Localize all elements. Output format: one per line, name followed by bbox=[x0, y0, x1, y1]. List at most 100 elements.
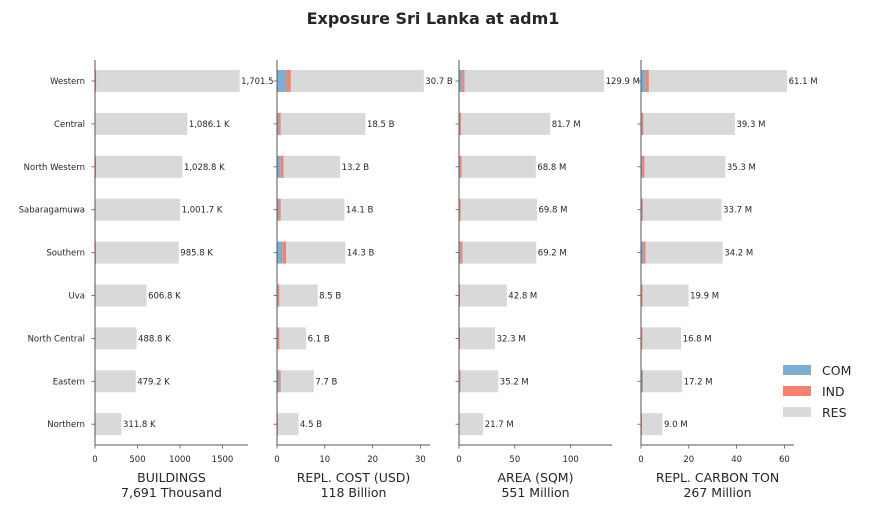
bar-res-north-western bbox=[644, 155, 726, 178]
x-tick-label: 0 bbox=[92, 455, 97, 465]
bar-res-southern bbox=[286, 241, 346, 264]
bar-res-central bbox=[95, 112, 188, 135]
bar-com-eastern bbox=[277, 370, 280, 393]
bar-res-sabaragamuwa bbox=[460, 198, 537, 221]
bar-ind-eastern bbox=[642, 370, 644, 393]
x-tick-label: 10 bbox=[319, 455, 330, 465]
value-label: 1,001.7 K bbox=[182, 206, 223, 216]
bar-res-north-central bbox=[95, 327, 137, 350]
x-axis-label: AREA (SQM) bbox=[498, 470, 574, 485]
x-tick-label: 30 bbox=[415, 455, 426, 465]
category-label: Northern bbox=[47, 420, 85, 430]
value-label: 488.8 K bbox=[138, 334, 171, 344]
bar-res-north-western bbox=[96, 155, 183, 178]
value-label: 69.2 M bbox=[538, 249, 567, 259]
bar-res-central bbox=[461, 112, 551, 135]
value-label: 129.9 M bbox=[606, 77, 640, 87]
bar-com-eastern bbox=[641, 370, 643, 393]
legend-swatch-res bbox=[783, 407, 811, 417]
bar-res-southern bbox=[462, 241, 537, 264]
bar-res-sabaragamuwa bbox=[280, 198, 345, 221]
value-label: 985.8 K bbox=[180, 249, 213, 259]
x-tick-label: 100 bbox=[563, 455, 579, 465]
category-label: North Western bbox=[24, 163, 85, 173]
bar-res-southern bbox=[95, 241, 179, 264]
bar-ind-western bbox=[462, 70, 465, 92]
panel-2: 30.7 B 18.5 B 13.2 B 14.1 B 14.3 B 8.5 B 6.1 B… bbox=[273, 60, 453, 500]
bar-com-western bbox=[459, 70, 463, 92]
bar-res-north-central bbox=[642, 327, 682, 350]
bar-com-western bbox=[641, 70, 646, 92]
x-tick-label: 0 bbox=[456, 455, 461, 465]
bar-ind-north-western bbox=[642, 155, 645, 178]
x-tick-label: 60 bbox=[779, 455, 790, 465]
value-label: 21.7 M bbox=[485, 420, 514, 430]
value-label: 7.7 B bbox=[315, 377, 337, 387]
x-axis-total: 118 Billion bbox=[321, 485, 387, 500]
bar-ind-north-western bbox=[95, 155, 97, 178]
category-label: Eastern bbox=[53, 377, 85, 387]
x-tick-label: 0 bbox=[638, 455, 643, 465]
bar-res-western bbox=[648, 70, 788, 92]
value-label: 39.3 M bbox=[736, 120, 765, 130]
value-label: 68.8 M bbox=[537, 163, 566, 173]
bar-ind-eastern bbox=[459, 370, 461, 393]
panel-1: 1,701.5 K 1,086.1 K 1,028.8 K 1,001.7 K 985.… bbox=[19, 60, 282, 500]
x-axis-label: REPL. CARBON TON bbox=[656, 470, 779, 485]
panels: 1,701.5 K 1,086.1 K 1,028.8 K 1,001.7 K 985.… bbox=[19, 60, 818, 500]
bar-ind-sabaragamuwa bbox=[641, 198, 643, 221]
x-tick-label: 1500 bbox=[212, 455, 234, 465]
x-axis-total: 551 Million bbox=[501, 485, 569, 500]
bar-ind-western bbox=[95, 70, 97, 92]
legend-label-com: COM bbox=[822, 363, 851, 378]
bar-ind-western bbox=[286, 70, 291, 92]
legend-swatch-ind bbox=[783, 386, 811, 396]
x-axis-total: 7,691 Thousand bbox=[121, 485, 222, 500]
value-label: 14.3 B bbox=[347, 249, 375, 259]
category-label: Central bbox=[54, 120, 85, 130]
value-label: 61.1 M bbox=[789, 77, 818, 87]
value-label: 19.9 M bbox=[690, 292, 719, 302]
value-label: 34.2 M bbox=[724, 249, 753, 259]
bar-res-uva bbox=[460, 284, 507, 307]
category-label: Western bbox=[50, 77, 85, 87]
bar-res-eastern bbox=[95, 370, 136, 393]
category-label: Uva bbox=[69, 292, 85, 302]
bar-ind-north-central bbox=[459, 327, 461, 350]
bar-res-north-central bbox=[279, 327, 307, 350]
value-label: 311.8 K bbox=[123, 420, 156, 430]
legend: COM IND RES bbox=[783, 363, 851, 420]
bar-res-north-central bbox=[460, 327, 496, 350]
bar-com-central bbox=[277, 112, 279, 135]
bar-res-western bbox=[464, 70, 605, 92]
bar-ind-central bbox=[641, 112, 644, 135]
bar-ind-north-western bbox=[460, 155, 462, 178]
bar-ind-southern bbox=[95, 241, 96, 264]
value-label: 69.8 M bbox=[538, 206, 567, 216]
bar-com-southern bbox=[277, 241, 283, 264]
bar-res-central bbox=[280, 112, 366, 135]
value-label: 8.5 B bbox=[319, 292, 341, 302]
legend-swatch-com bbox=[783, 365, 811, 375]
bar-ind-north-central bbox=[641, 327, 643, 350]
value-label: 17.2 M bbox=[684, 377, 713, 387]
bar-ind-north-central bbox=[277, 327, 280, 350]
chart-title: Exposure Sri Lanka at adm1 bbox=[307, 9, 560, 28]
bar-res-uva bbox=[279, 284, 318, 307]
x-axis-total: 267 Million bbox=[683, 485, 751, 500]
bar-res-uva bbox=[95, 284, 147, 307]
bar-ind-sabaragamuwa bbox=[278, 198, 281, 221]
bar-ind-uva bbox=[641, 284, 643, 307]
bar-ind-uva bbox=[459, 284, 461, 307]
x-axis-label: BUILDINGS bbox=[137, 470, 206, 485]
bar-res-eastern bbox=[280, 370, 314, 393]
bar-com-north-western bbox=[459, 155, 461, 178]
value-label: 18.5 B bbox=[367, 120, 395, 130]
value-label: 32.3 M bbox=[497, 334, 526, 344]
bar-ind-southern bbox=[282, 241, 287, 264]
bar-res-northern bbox=[95, 413, 122, 436]
bar-com-western bbox=[277, 70, 287, 92]
bar-ind-north-western bbox=[280, 155, 284, 178]
panel-4: 61.1 M 39.3 M 35.3 M 33.7 M 34.2 M 19.9 M 16.8… bbox=[637, 60, 818, 500]
